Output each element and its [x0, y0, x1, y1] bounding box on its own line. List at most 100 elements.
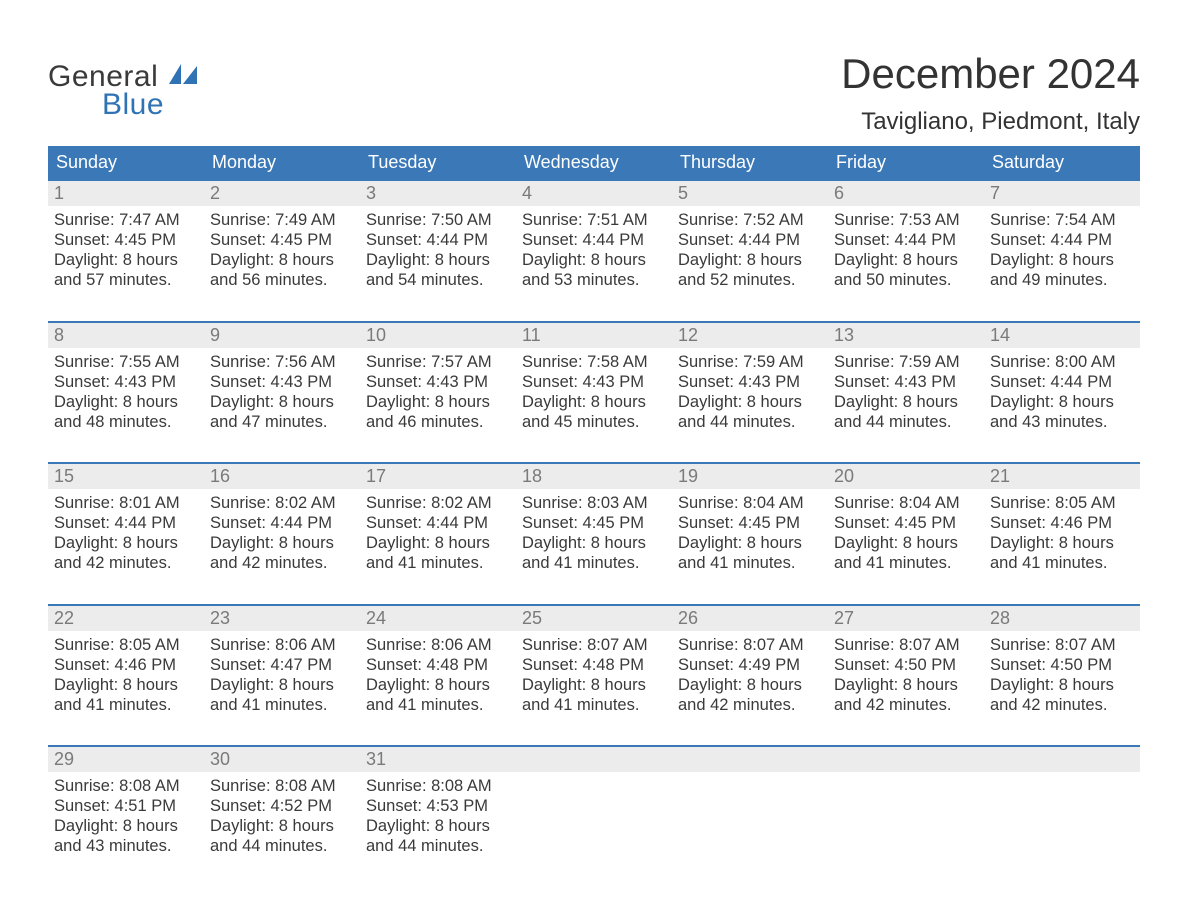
sunset-line: Sunset: 4:45 PM: [54, 230, 198, 250]
sunset-line: Sunset: 4:51 PM: [54, 796, 198, 816]
dow-monday: Monday: [204, 146, 360, 179]
day-detail: Sunrise: 8:07 AMSunset: 4:50 PMDaylight:…: [828, 631, 984, 722]
daylight-line: Daylight: 8 hours: [990, 533, 1134, 553]
sunrise-line: Sunrise: 8:05 AM: [990, 493, 1134, 513]
daylight-line: Daylight: 8 hours: [366, 250, 510, 270]
day-number: [516, 747, 672, 772]
sunrise-line: Sunrise: 8:08 AM: [54, 776, 198, 796]
day-detail: Sunrise: 7:59 AMSunset: 4:43 PMDaylight:…: [828, 348, 984, 439]
sunrise-line: Sunrise: 7:59 AM: [834, 352, 978, 372]
sunset-line: Sunset: 4:44 PM: [990, 372, 1134, 392]
day-detail: Sunrise: 7:47 AMSunset: 4:45 PMDaylight:…: [48, 206, 204, 297]
sunset-line: Sunset: 4:50 PM: [834, 655, 978, 675]
daylight-line: Daylight: 8 hours: [522, 392, 666, 412]
day-detail: Sunrise: 7:52 AMSunset: 4:44 PMDaylight:…: [672, 206, 828, 297]
sunrise-line: Sunrise: 8:07 AM: [678, 635, 822, 655]
daylight-line: Daylight: 8 hours: [834, 392, 978, 412]
day-detail: Sunrise: 8:06 AMSunset: 4:47 PMDaylight:…: [204, 631, 360, 722]
day-number: 29: [48, 747, 204, 772]
day-detail: Sunrise: 8:06 AMSunset: 4:48 PMDaylight:…: [360, 631, 516, 722]
sunset-line: Sunset: 4:43 PM: [678, 372, 822, 392]
daylight-line: and 52 minutes.: [678, 270, 822, 290]
daylight-line: and 41 minutes.: [522, 553, 666, 573]
sunrise-line: Sunrise: 8:08 AM: [210, 776, 354, 796]
day-number: 20: [828, 464, 984, 489]
daylight-line: and 41 minutes.: [366, 553, 510, 573]
daylight-line: and 46 minutes.: [366, 412, 510, 432]
day-number: 19: [672, 464, 828, 489]
day-detail-row: Sunrise: 8:01 AMSunset: 4:44 PMDaylight:…: [48, 489, 1140, 580]
sunrise-line: Sunrise: 7:49 AM: [210, 210, 354, 230]
sunset-line: Sunset: 4:44 PM: [54, 513, 198, 533]
daylight-line: Daylight: 8 hours: [54, 392, 198, 412]
calendar-grid: Sunday Monday Tuesday Wednesday Thursday…: [48, 146, 1140, 863]
sunset-line: Sunset: 4:45 PM: [210, 230, 354, 250]
daylight-line: and 56 minutes.: [210, 270, 354, 290]
brand-logo: General Blue: [48, 50, 197, 122]
day-number: 6: [828, 181, 984, 206]
day-number: 28: [984, 606, 1140, 631]
sunset-line: Sunset: 4:44 PM: [366, 513, 510, 533]
daylight-line: Daylight: 8 hours: [54, 250, 198, 270]
sunrise-line: Sunrise: 8:06 AM: [210, 635, 354, 655]
sunset-line: Sunset: 4:46 PM: [54, 655, 198, 675]
daylight-line: and 50 minutes.: [834, 270, 978, 290]
day-detail: Sunrise: 8:05 AMSunset: 4:46 PMDaylight:…: [48, 631, 204, 722]
week-block: 1234567Sunrise: 7:47 AMSunset: 4:45 PMDa…: [48, 179, 1140, 297]
daylight-line: and 41 minutes.: [54, 695, 198, 715]
title-block: December 2024 Tavigliano, Piedmont, Ital…: [841, 50, 1140, 136]
day-detail: Sunrise: 8:03 AMSunset: 4:45 PMDaylight:…: [516, 489, 672, 580]
daylight-line: and 47 minutes.: [210, 412, 354, 432]
sunrise-line: Sunrise: 7:50 AM: [366, 210, 510, 230]
day-number: [672, 747, 828, 772]
daylight-line: Daylight: 8 hours: [210, 816, 354, 836]
daylight-line: Daylight: 8 hours: [834, 533, 978, 553]
sunset-line: Sunset: 4:43 PM: [522, 372, 666, 392]
brand-line1: General: [48, 58, 197, 94]
day-number: 27: [828, 606, 984, 631]
sunrise-line: Sunrise: 7:54 AM: [990, 210, 1134, 230]
sunrise-line: Sunrise: 7:52 AM: [678, 210, 822, 230]
sunrise-line: Sunrise: 8:02 AM: [366, 493, 510, 513]
month-title: December 2024: [841, 50, 1140, 98]
sunrise-line: Sunrise: 7:57 AM: [366, 352, 510, 372]
daylight-line: Daylight: 8 hours: [834, 675, 978, 695]
sunrise-line: Sunrise: 8:07 AM: [990, 635, 1134, 655]
day-number-row: 891011121314: [48, 323, 1140, 348]
day-number: 21: [984, 464, 1140, 489]
sunset-line: Sunset: 4:44 PM: [990, 230, 1134, 250]
day-detail: Sunrise: 8:00 AMSunset: 4:44 PMDaylight:…: [984, 348, 1140, 439]
sunset-line: Sunset: 4:43 PM: [54, 372, 198, 392]
daylight-line: and 42 minutes.: [210, 553, 354, 573]
week-block: 22232425262728Sunrise: 8:05 AMSunset: 4:…: [48, 604, 1140, 722]
sunset-line: Sunset: 4:43 PM: [366, 372, 510, 392]
location-subtitle: Tavigliano, Piedmont, Italy: [841, 108, 1140, 136]
dow-tuesday: Tuesday: [360, 146, 516, 179]
day-number: 25: [516, 606, 672, 631]
daylight-line: Daylight: 8 hours: [678, 533, 822, 553]
sunset-line: Sunset: 4:44 PM: [366, 230, 510, 250]
daylight-line: Daylight: 8 hours: [54, 675, 198, 695]
day-number: 18: [516, 464, 672, 489]
sunrise-line: Sunrise: 7:53 AM: [834, 210, 978, 230]
day-detail: Sunrise: 7:50 AMSunset: 4:44 PMDaylight:…: [360, 206, 516, 297]
day-number: 24: [360, 606, 516, 631]
week-block: 293031Sunrise: 8:08 AMSunset: 4:51 PMDay…: [48, 745, 1140, 863]
day-number: 4: [516, 181, 672, 206]
day-number: 23: [204, 606, 360, 631]
day-detail: Sunrise: 8:08 AMSunset: 4:53 PMDaylight:…: [360, 772, 516, 863]
day-detail-row: Sunrise: 8:08 AMSunset: 4:51 PMDaylight:…: [48, 772, 1140, 863]
daylight-line: Daylight: 8 hours: [210, 533, 354, 553]
daylight-line: and 44 minutes.: [834, 412, 978, 432]
day-detail: [516, 772, 672, 863]
day-detail: Sunrise: 7:49 AMSunset: 4:45 PMDaylight:…: [204, 206, 360, 297]
day-detail: Sunrise: 8:02 AMSunset: 4:44 PMDaylight:…: [360, 489, 516, 580]
day-number-row: 22232425262728: [48, 606, 1140, 631]
day-number-row: 1234567: [48, 181, 1140, 206]
daylight-line: Daylight: 8 hours: [54, 533, 198, 553]
day-detail: [828, 772, 984, 863]
day-detail: Sunrise: 8:07 AMSunset: 4:50 PMDaylight:…: [984, 631, 1140, 722]
day-number: 5: [672, 181, 828, 206]
sunset-line: Sunset: 4:43 PM: [834, 372, 978, 392]
sunset-line: Sunset: 4:49 PM: [678, 655, 822, 675]
